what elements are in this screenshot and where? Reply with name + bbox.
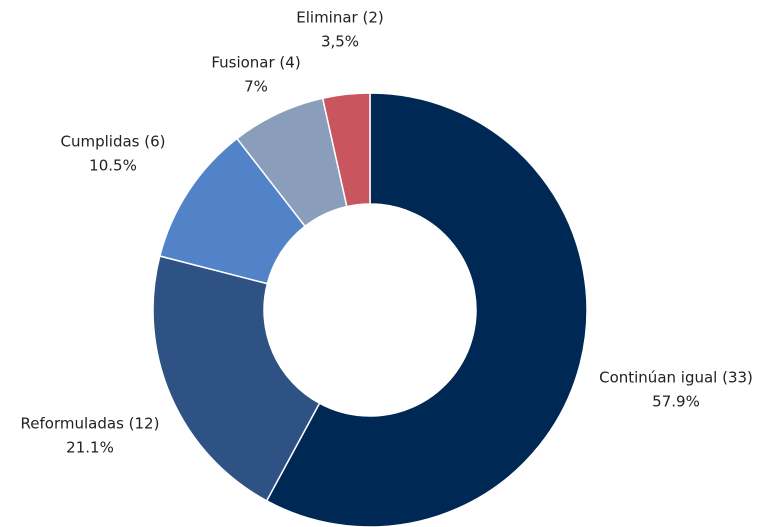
slice-value-label: 7% <box>244 78 268 96</box>
slice-label: Fusionar (4) <box>211 54 300 72</box>
slice <box>321 92 371 208</box>
slice-value-label: 3,5% <box>321 33 359 51</box>
slice-label: Continúan igual (33) <box>599 369 753 387</box>
slice-value-label: 57.9% <box>652 393 700 411</box>
slice-label: Eliminar (2) <box>296 9 383 27</box>
slice <box>152 255 321 502</box>
slice-value-label: 10.5% <box>89 157 137 175</box>
slice-label: Reformuladas (12) <box>21 415 160 433</box>
slice-value-label: 21.1% <box>66 439 114 457</box>
slice-label: Cumplidas (6) <box>61 133 166 151</box>
